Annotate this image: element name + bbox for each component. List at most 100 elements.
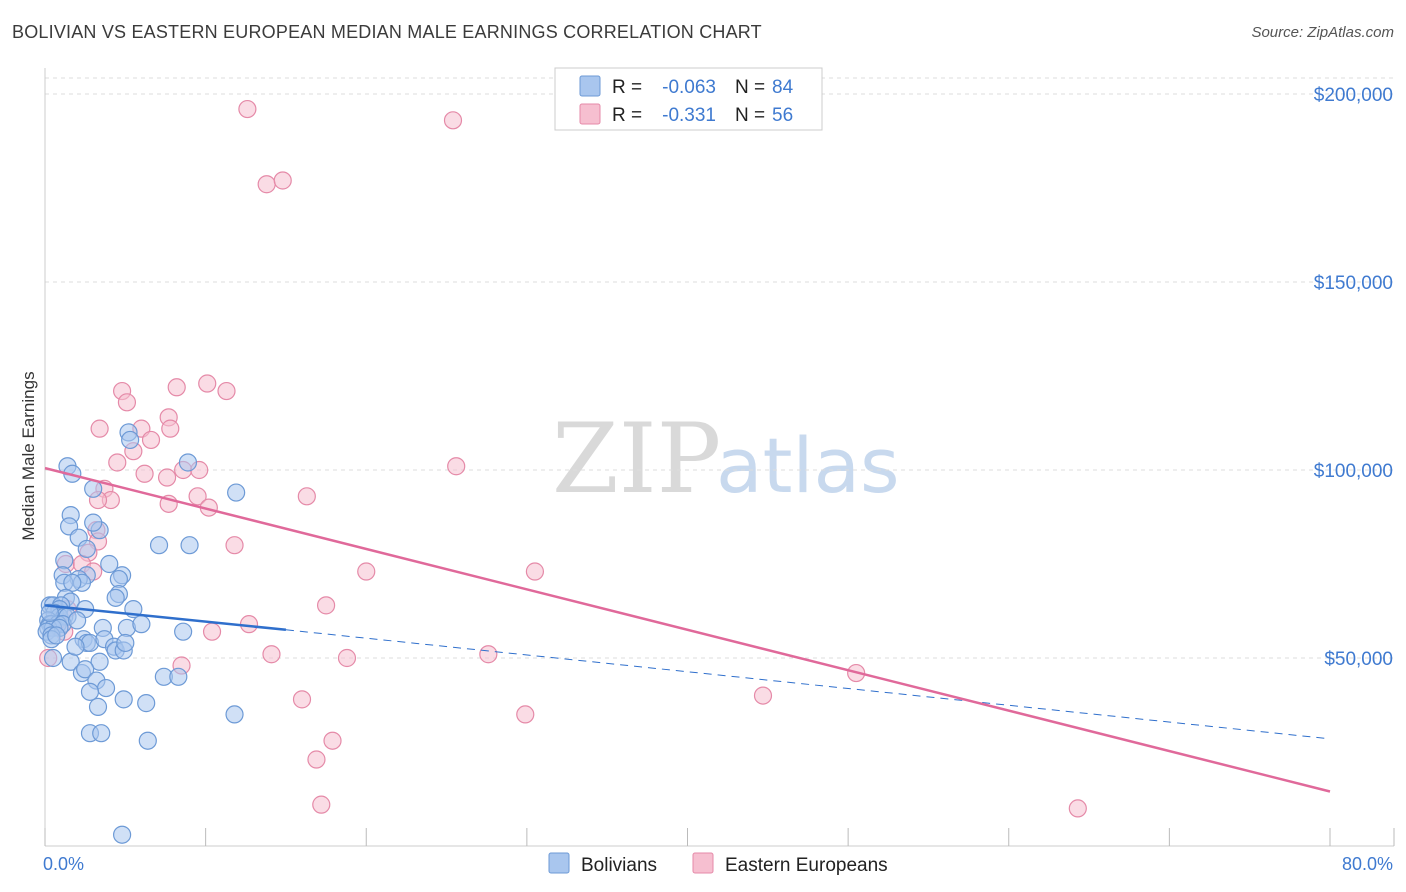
eastern-europeans-point xyxy=(443,111,463,130)
watermark-atlas: atlas xyxy=(716,421,900,510)
legend-swatch-blue xyxy=(579,75,601,97)
legend-n-label-pink: N = xyxy=(735,105,765,126)
eastern-europeans-point xyxy=(117,393,137,412)
bolivians-point xyxy=(132,615,151,634)
bottom-legend-swatch-pink xyxy=(692,852,714,874)
eastern-europeans-point xyxy=(479,645,498,664)
source-label: Source: ZipAtlas.com xyxy=(1251,24,1394,41)
bolivians-point xyxy=(149,536,169,555)
y-tick-labels: $200,000 $150,000 $100,000 $50,000 xyxy=(1314,85,1393,670)
y-axis-title: Median Male Earnings xyxy=(19,371,38,540)
chart-title: BOLIVIAN VS EASTERN EUROPEAN MEDIAN MALE… xyxy=(12,22,762,42)
eastern-europeans-point xyxy=(357,562,376,581)
bolivians-point xyxy=(114,690,133,709)
bolivians-point xyxy=(106,588,125,607)
bolivians-point xyxy=(76,660,95,679)
eastern-europeans-point xyxy=(525,562,545,581)
eastern-europeans-point xyxy=(273,171,292,190)
legend-r-label-blue: R = xyxy=(612,77,642,98)
x-ticks xyxy=(44,828,1395,846)
eastern-europeans-point xyxy=(323,731,342,750)
bolivians-point xyxy=(63,573,82,592)
eastern-europeans-trend-line xyxy=(44,466,1331,793)
eastern-europeans-point xyxy=(161,419,180,438)
y-tick-label: $150,000 xyxy=(1314,273,1393,294)
bolivians-point xyxy=(138,731,157,750)
trend-lines xyxy=(44,466,1331,793)
bolivians-point xyxy=(227,483,246,502)
bolivians-trend-line xyxy=(44,604,287,632)
bolivians-points xyxy=(37,423,246,844)
correlation-legend: R = -0.063 N = 84 R = -0.331 N = 56 xyxy=(554,67,823,131)
watermark-zip: ZIP xyxy=(552,403,721,515)
bottom-legend-label-bolivians: Bolivians xyxy=(581,855,657,876)
eastern-europeans-point xyxy=(292,690,312,709)
bolivians-point xyxy=(116,633,135,653)
bolivians-point xyxy=(84,513,103,532)
legend-n-label-blue: N = xyxy=(735,77,765,98)
legend-n-value-pink: 56 xyxy=(772,105,793,126)
eastern-europeans-point xyxy=(90,419,109,438)
bolivians-point xyxy=(112,825,132,844)
x-tick-label-end: 80.0% xyxy=(1342,854,1393,874)
eastern-europeans-point xyxy=(167,378,186,397)
eastern-europeans-point xyxy=(257,175,276,194)
bolivians-point xyxy=(80,682,100,701)
bolivians-point xyxy=(68,611,87,630)
x-tick-label-start: 0.0% xyxy=(43,854,84,874)
bolivians-point xyxy=(43,648,63,668)
y-tick-label: $100,000 xyxy=(1314,461,1393,482)
eastern-europeans-point xyxy=(316,596,336,615)
eastern-europeans-point xyxy=(312,795,331,814)
bolivians-point xyxy=(96,678,116,698)
bottom-legend-swatch-blue xyxy=(548,852,570,874)
bolivians-point xyxy=(100,554,119,574)
bolivians-point xyxy=(90,652,109,671)
y-tick-label: $200,000 xyxy=(1314,85,1393,106)
eastern-europeans-point xyxy=(141,430,161,450)
eastern-europeans-point xyxy=(217,381,236,401)
bolivians-point xyxy=(77,539,96,559)
eastern-europeans-point xyxy=(297,487,316,506)
bolivians-trend-line-extension xyxy=(285,629,1331,740)
bolivians-point xyxy=(180,536,199,555)
eastern-europeans-point xyxy=(157,468,177,487)
legend-r-value-pink: -0.331 xyxy=(662,105,716,126)
eastern-europeans-point xyxy=(188,487,207,506)
legend-swatch-pink xyxy=(579,103,601,125)
legend-r-label-pink: R = xyxy=(612,105,642,126)
eastern-europeans-point xyxy=(239,615,259,634)
bolivians-point xyxy=(66,637,85,656)
eastern-europeans-point xyxy=(198,374,217,393)
bolivians-point xyxy=(169,667,188,686)
eastern-europeans-point xyxy=(447,457,466,476)
bolivians-point xyxy=(55,551,74,570)
bolivians-point xyxy=(47,626,66,645)
eastern-europeans-point xyxy=(135,464,154,483)
legend-n-value-blue: 84 xyxy=(772,77,794,98)
watermark: ZIP atlas xyxy=(552,403,900,515)
bolivians-point xyxy=(88,697,108,716)
bolivians-point xyxy=(174,622,193,641)
gridlines xyxy=(45,77,1394,659)
eastern-europeans-point xyxy=(225,536,244,555)
eastern-europeans-point xyxy=(307,750,326,769)
bolivians-point xyxy=(92,724,111,743)
eastern-europeans-point xyxy=(337,648,357,668)
eastern-europeans-point xyxy=(202,622,222,641)
bottom-legend-label-eastern-europeans: Eastern Europeans xyxy=(725,855,888,876)
bolivians-point xyxy=(40,603,59,622)
series-legend: Bolivians Eastern Europeans xyxy=(548,852,888,876)
eastern-europeans-point xyxy=(1068,799,1087,818)
eastern-europeans-point xyxy=(516,705,535,724)
bolivians-point xyxy=(178,453,198,472)
bolivians-point xyxy=(121,430,140,450)
bolivians-point xyxy=(137,694,156,713)
y-tick-label: $50,000 xyxy=(1324,649,1393,670)
legend-r-value-blue: -0.063 xyxy=(662,77,716,98)
eastern-europeans-point xyxy=(238,99,257,119)
eastern-europeans-point xyxy=(753,686,773,705)
bolivians-point xyxy=(225,705,244,724)
eastern-europeans-point xyxy=(108,453,127,472)
